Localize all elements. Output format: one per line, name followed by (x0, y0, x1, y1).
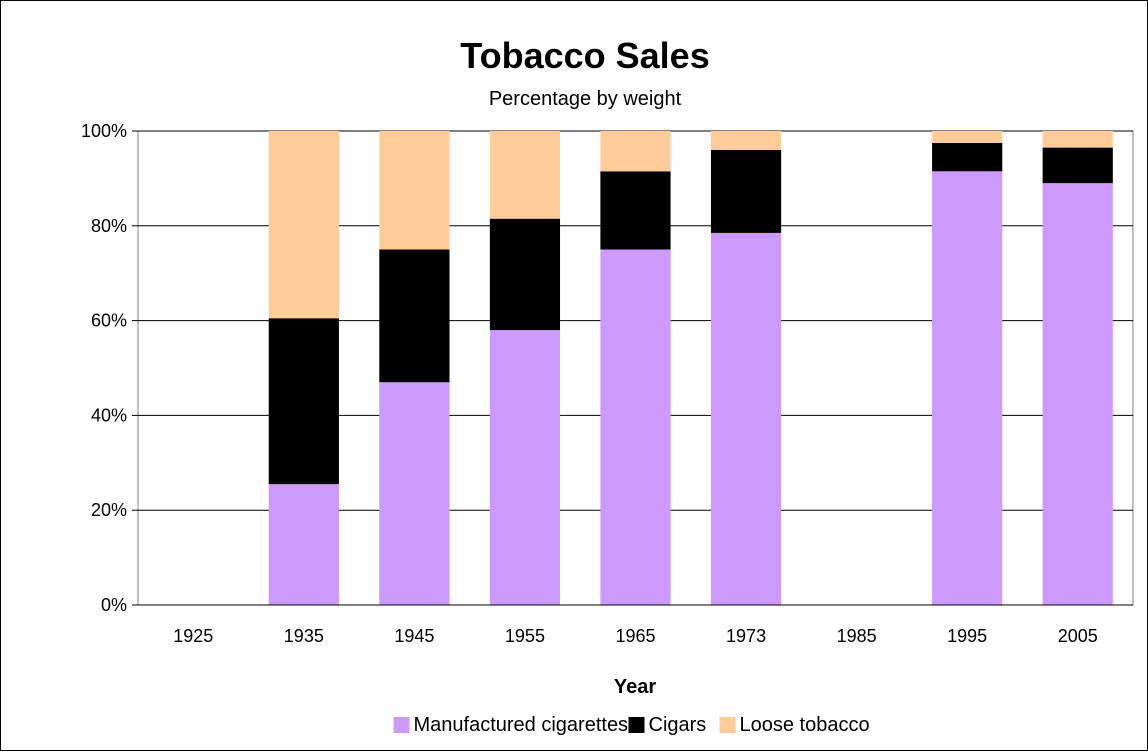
y-tick-label: 100% (81, 121, 127, 141)
bar-cigars (932, 142, 1003, 172)
x-tick-label: 1935 (284, 626, 324, 646)
x-tick-label: 2005 (1058, 626, 1098, 646)
x-tick-label: 1955 (505, 626, 545, 646)
x-tick-label: 1995 (947, 626, 987, 646)
x-tick-label: 1945 (394, 626, 434, 646)
x-axis-ticks: 1925 1935 1945 1955 1965 1973 1985 1995 2005 (173, 626, 1097, 646)
y-tick-label: 80% (91, 216, 127, 236)
bar-loose-tobacco (600, 131, 671, 172)
bar-loose-tobacco (268, 131, 339, 319)
bar-loose-tobacco (1042, 131, 1113, 148)
bar-manufactured-cigarettes (1042, 183, 1113, 605)
bar-cigars (600, 171, 671, 250)
bar-cigars (379, 249, 450, 383)
bar-manufactured-cigarettes (932, 171, 1003, 606)
bar-loose-tobacco (710, 131, 782, 150)
bar-manufactured-cigarettes (379, 382, 450, 605)
x-tick-label: 1985 (837, 626, 877, 646)
y-tick-label: 20% (91, 500, 127, 520)
bar-manufactured-cigarettes (710, 232, 782, 605)
bars (268, 131, 1113, 606)
bar-cigars (710, 149, 782, 233)
bar-cigars (1042, 147, 1113, 184)
legend-swatch (628, 717, 645, 733)
bar-manufactured-cigarettes (600, 249, 671, 605)
bar-manufactured-cigarettes (489, 330, 561, 605)
bar-cigars (489, 218, 561, 331)
legend: Manufactured cigarettes Cigars Loose tobac… (393, 714, 870, 736)
bar-manufactured-cigarettes (268, 484, 339, 605)
y-axis-ticks: 0% 20% 40% 60% 80% 100% (81, 121, 138, 615)
y-tick-label: 60% (91, 311, 127, 331)
y-tick-label: 40% (91, 405, 127, 425)
chart-title: Tobacco Sales (460, 35, 709, 76)
x-tick-label: 1965 (615, 626, 655, 646)
legend-swatch (393, 717, 410, 733)
bar-loose-tobacco (932, 131, 1003, 143)
bar-loose-tobacco (489, 131, 561, 219)
legend-label: Cigars (649, 714, 707, 736)
bar-cigars (268, 318, 339, 485)
legend-label: Loose tobacco (740, 714, 870, 736)
chart-subtitle: Percentage by weight (489, 88, 682, 110)
legend-swatch (719, 717, 736, 733)
legend-label: Manufactured cigarettes (414, 714, 629, 736)
bar-loose-tobacco (379, 131, 450, 250)
y-tick-label: 0% (101, 595, 127, 615)
x-axis-title: Year (614, 676, 656, 698)
x-tick-label: 1925 (173, 626, 213, 646)
x-tick-label: 1973 (726, 626, 766, 646)
